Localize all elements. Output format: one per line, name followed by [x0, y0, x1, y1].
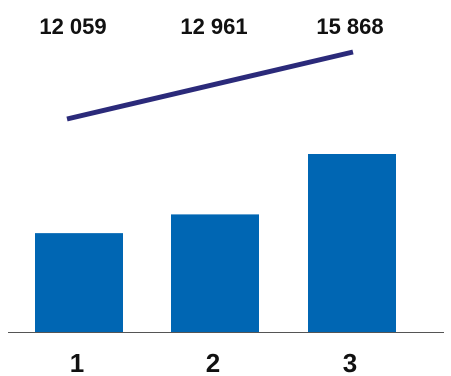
trend-line: [66, 49, 354, 122]
bars-group: [35, 154, 396, 332]
data-label-1: 12 059: [39, 14, 106, 39]
x-tick-label-2: 2: [206, 348, 220, 376]
x-tick-labels-group: 1 2 3: [70, 348, 357, 376]
data-label-2: 12 961: [180, 14, 247, 39]
data-label-3: 15 868: [316, 14, 383, 39]
x-tick-label-3: 3: [343, 348, 357, 376]
bar-2: [171, 214, 259, 332]
x-tick-label-1: 1: [70, 348, 84, 376]
bar-1: [35, 233, 123, 332]
bar-3: [308, 154, 396, 332]
value-labels-group: 12 059 12 961 15 868: [39, 14, 383, 39]
